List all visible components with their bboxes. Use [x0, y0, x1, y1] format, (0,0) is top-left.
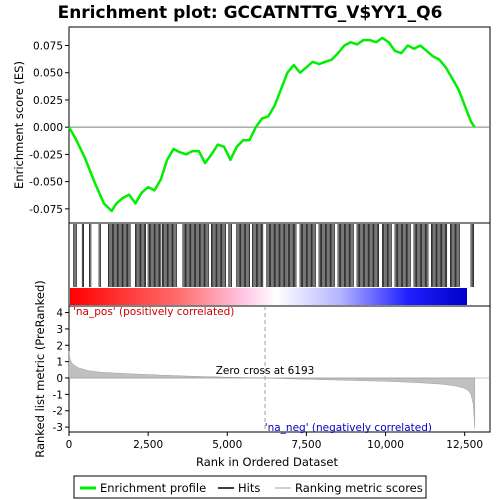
es-y-tick-label: -0.025 [29, 149, 63, 161]
metric-y-tick-label: 1 [56, 357, 63, 369]
es-y-tick-label: 0.075 [33, 41, 63, 53]
metric-y-ticks: 4 3 2 1 0 -1 -2 -3 [53, 308, 69, 434]
metric-y-tick-label: -2 [53, 406, 63, 418]
metric-y-tick-label: 4 [56, 308, 63, 320]
x-tick-label: 7,500 [291, 439, 321, 451]
hits-panel [68, 222, 491, 307]
metric-y-tick-label: -1 [53, 389, 63, 401]
es-y-ticks: 0.075 0.050 0.025 0.000 -0.025 -0.050 -0.075 [29, 41, 69, 216]
legend-label-hits: Hits [238, 481, 260, 495]
legend-frame [73, 475, 427, 499]
legend-label-enrichment: Enrichment profile [100, 481, 206, 495]
es-y-tick-label: 0.050 [33, 68, 63, 80]
x-tick-label: 10,000 [367, 439, 404, 451]
es-y-tick-label: -0.050 [29, 177, 63, 189]
legend-label-metric: Ranking metric scores [295, 481, 423, 495]
metric-y-tick-label: -3 [53, 422, 63, 434]
ranked-metric-panel: Zero cross at 6193 'na_pos' (positively … [33, 280, 491, 458]
es-panel-frame [68, 26, 491, 224]
hit-lines [73, 224, 474, 287]
metric-y-tick-label: 0 [56, 373, 63, 385]
metric-y-tick-label: 3 [56, 324, 63, 336]
es-y-tick-label: -0.075 [29, 204, 63, 216]
metric-y-tick-label: 2 [56, 340, 63, 352]
metric-panel-frame [68, 305, 491, 433]
x-axis-label: Rank in Ordered Dataset [196, 455, 339, 469]
x-axis: 0 2,500 5,000 7,500 10,000 12,500 [66, 432, 483, 451]
ranking-color-bar [70, 288, 467, 305]
es-y-tick-label: 0.000 [33, 122, 63, 134]
es-y-axis-label: Enrichment score (ES) [12, 61, 26, 189]
positive-correlation-label: 'na_pos' (positively correlated) [73, 306, 234, 318]
es-y-tick-label: 0.025 [33, 95, 63, 107]
chart-title: Enrichment plot: GCCATNTTG_V$YY1_Q6 [58, 3, 443, 23]
x-tick-label: 2,500 [133, 439, 163, 451]
legend: Enrichment profile Hits Ranking metric s… [73, 475, 427, 499]
x-tick-label: 5,000 [212, 439, 242, 451]
negative-correlation-label: 'na_neg' (negatively correlated) [265, 422, 432, 434]
x-tick-label: 12,500 [446, 439, 483, 451]
enrichment-profile-line [67, 36, 476, 213]
ranking-metric-area [68, 350, 476, 429]
x-tick-label: 0 [66, 439, 73, 451]
enrichment-score-panel: 0.075 0.050 0.025 0.000 -0.025 -0.050 -0.075 E… [12, 26, 491, 224]
zero-cross-label: Zero cross at 6193 [216, 365, 315, 377]
metric-y-axis-label: Ranked list metric (PreRanked) [33, 280, 47, 458]
